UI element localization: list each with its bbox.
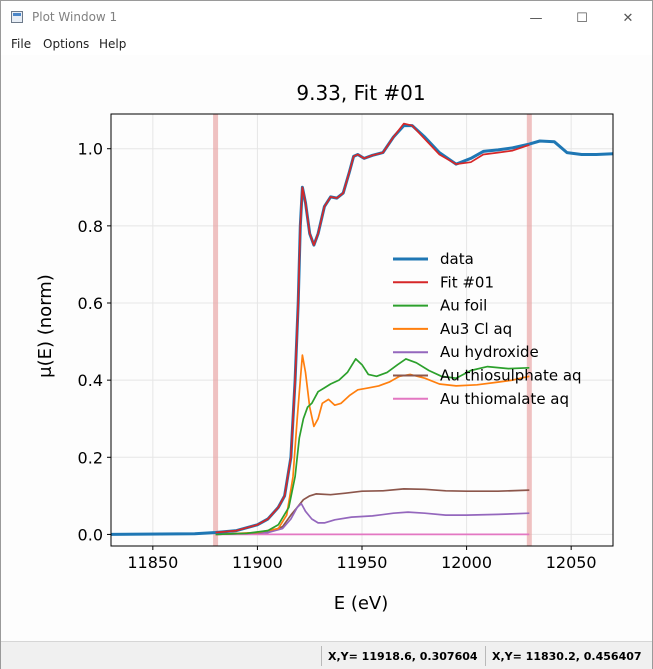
menu-options[interactable]: Options bbox=[43, 37, 90, 51]
x-tick-label: 11850 bbox=[127, 553, 178, 572]
series-line-au3-cl-aq bbox=[215, 354, 530, 536]
x-tick-label: 12000 bbox=[441, 553, 492, 572]
y-tick-label: 0.6 bbox=[78, 294, 103, 313]
xanes-fit-chart[interactable]: 11850 11900 11950 12000 12050 0.0 0.2 0.4 0.6 0.8… bbox=[1, 55, 652, 641]
legend-label: Au foil bbox=[440, 297, 487, 315]
window-title: Plot Window 1 bbox=[32, 10, 118, 24]
series-line-au-hydroxide bbox=[215, 502, 530, 536]
legend: data Fit #01 Au foil Au3 Cl aq Au hydroxide A… bbox=[393, 250, 582, 408]
x-axis-label: E (eV) bbox=[334, 593, 389, 614]
legend-label: Au thiomalate aq bbox=[440, 390, 569, 408]
app-window-icon bbox=[11, 11, 23, 23]
x-tick-label: 12050 bbox=[546, 553, 597, 572]
series-line-au-foil bbox=[215, 358, 530, 536]
series-line-fit-01 bbox=[215, 122, 530, 534]
minimize-button[interactable]: — bbox=[529, 10, 543, 26]
menu-file[interactable]: File bbox=[11, 37, 32, 51]
menu-help[interactable]: Help bbox=[99, 37, 127, 51]
legend-label: Au thiosulphate aq bbox=[440, 367, 582, 385]
y-axis-label: μ(E) (norm) bbox=[35, 274, 56, 378]
y-tick-label: 0.8 bbox=[78, 217, 103, 236]
menu-bar: File Options Help bbox=[1, 35, 652, 55]
cursor-readout-1: X,Y= 11918.6, 0.307604 bbox=[321, 646, 485, 666]
chart-title: 9.33, Fit #01 bbox=[296, 81, 425, 105]
y-tick-label: 0.4 bbox=[78, 371, 103, 390]
title-bar[interactable]: Plot Window 1 — ☐ ✕ bbox=[1, 1, 652, 35]
y-tick-label: 0.2 bbox=[78, 448, 103, 467]
y-tick-label: 1.0 bbox=[78, 140, 103, 159]
status-bar: X,Y= 11918.6, 0.307604 X,Y= 11830.2, 0.4… bbox=[1, 641, 652, 669]
x-tick-label: 11900 bbox=[232, 553, 283, 572]
legend-label: Au3 Cl aq bbox=[440, 320, 512, 338]
y-tick-label: 0.0 bbox=[78, 525, 103, 544]
x-tick-label: 11950 bbox=[337, 553, 388, 572]
legend-label: Au hydroxide bbox=[440, 343, 539, 361]
maximize-button[interactable]: ☐ bbox=[576, 10, 588, 26]
cursor-readout-2: X,Y= 11830.2, 0.456407 bbox=[485, 646, 651, 666]
series-line-au-thiosulphate-aq bbox=[215, 488, 530, 536]
close-button[interactable]: ✕ bbox=[622, 10, 634, 26]
plot-area[interactable]: 11850 11900 11950 12000 12050 0.0 0.2 0.4 0.6 0.8… bbox=[1, 55, 652, 641]
legend-label: Fit #01 bbox=[440, 273, 494, 291]
legend-label: data bbox=[440, 250, 474, 268]
